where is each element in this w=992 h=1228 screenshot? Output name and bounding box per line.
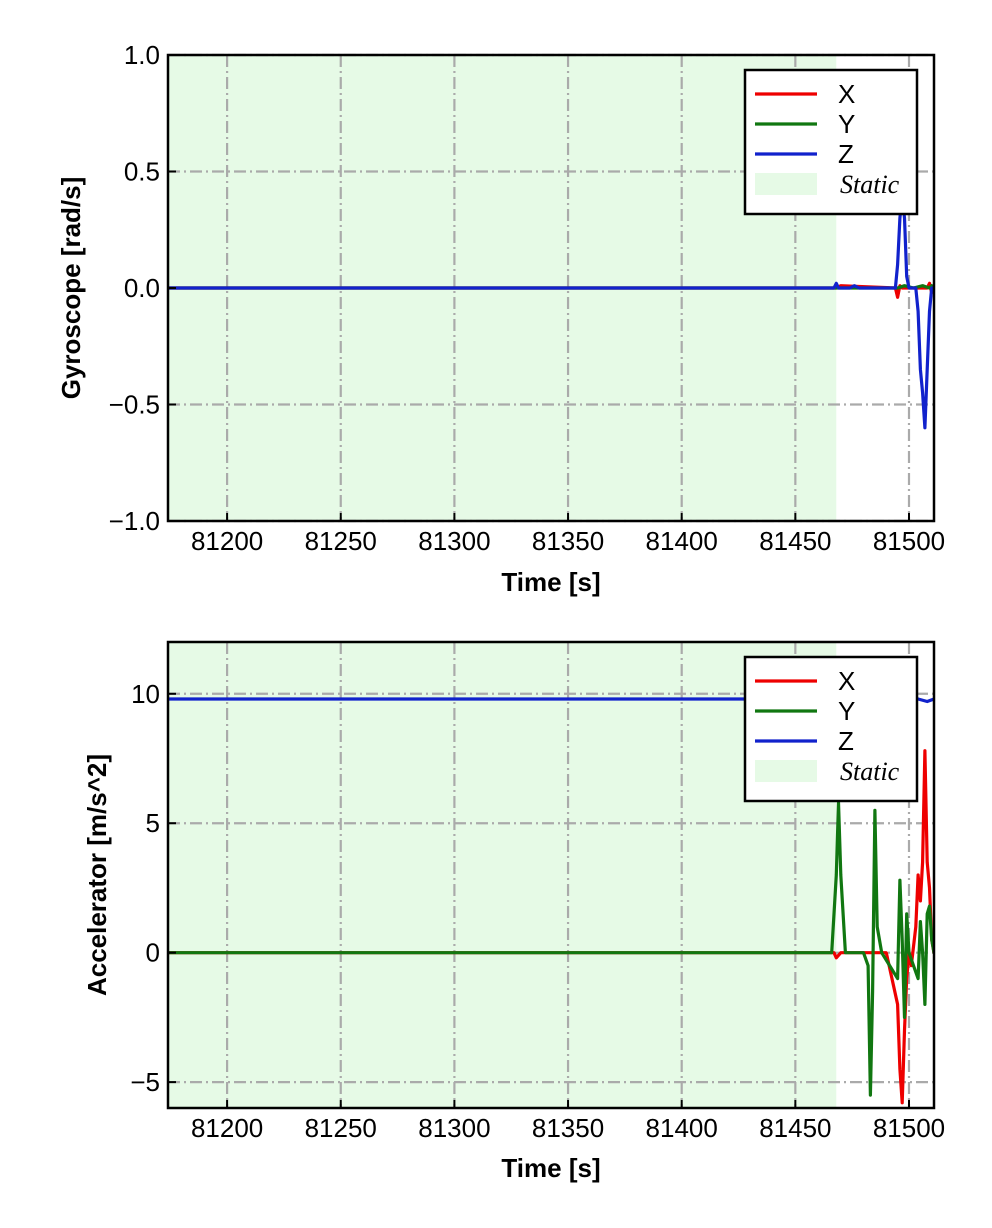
accel-ytick-label-2: 5	[146, 808, 160, 838]
gyro-legend-swatch-static	[755, 173, 817, 195]
accel-xtick-label-81450: 81450	[759, 1113, 831, 1143]
accel-ytick-label-1: 0	[146, 938, 160, 968]
accel-legend-label-y: Y	[838, 696, 855, 726]
accel-legend-label-static: Static	[840, 757, 900, 786]
accel-static-region	[168, 642, 837, 1108]
gyro-panel: 81200 81250 81300 81350 81400 81450 81500 −1.0 −…	[56, 40, 945, 597]
accel-panel: 81200 81250 81300 81350 81400 81450 81500 −5 0 5 1…	[82, 640, 945, 1183]
gyro-legend-label-y: Y	[838, 109, 855, 139]
accel-axes-frame	[166, 640, 936, 1110]
gyro-ytick-label-1: −0.5	[109, 390, 160, 420]
gyro-x-axis-title: Time [s]	[501, 567, 600, 597]
gyro-legend-label-static: Static	[840, 170, 900, 199]
gyro-ytick-label-3: 0.5	[124, 157, 160, 187]
accel-y-axis-title: Accelerator [m/s^2]	[82, 754, 112, 996]
accel-x-axis-title: Time [s]	[501, 1153, 600, 1183]
gyro-xtick-label-81450: 81450	[759, 526, 831, 556]
accel-legend-swatch-static	[755, 760, 817, 782]
gyro-xtick-label-81500: 81500	[873, 526, 945, 556]
gyro-xtick-label-81350: 81350	[532, 526, 604, 556]
gyro-xtick-label-81400: 81400	[646, 526, 718, 556]
accel-legend-label-z: Z	[838, 726, 854, 756]
accel-series-y	[168, 800, 934, 1097]
gyro-legend-label-x: X	[838, 79, 855, 109]
gyro-y-axis-title: Gyroscope [rad/s]	[56, 177, 86, 400]
gyro-xtick-label-81250: 81250	[305, 526, 377, 556]
gyro-ytick-label-2: 0.0	[124, 273, 160, 303]
gyro-ytick-label-0: −1.0	[109, 506, 160, 536]
accel-ytick-label-0: −5	[130, 1067, 160, 1097]
accel-xtick-label-81200: 81200	[191, 1113, 263, 1143]
gyro-xtick-label-81300: 81300	[418, 526, 490, 556]
gyro-series-x	[168, 281, 934, 299]
accel-legend-label-x: X	[838, 666, 855, 696]
gyro-legend-label-z: Z	[838, 139, 854, 169]
accel-xtick-label-81500: 81500	[873, 1113, 945, 1143]
gyro-xtick-label-81200: 81200	[191, 526, 263, 556]
accel-xtick-label-81250: 81250	[305, 1113, 377, 1143]
accel-xtick-label-81350: 81350	[532, 1113, 604, 1143]
gyro-ytick-label-4: 1.0	[124, 40, 160, 70]
accel-xtick-label-81300: 81300	[418, 1113, 490, 1143]
accel-xtick-label-81400: 81400	[646, 1113, 718, 1143]
accel-ytick-label-3: 10	[131, 679, 160, 709]
